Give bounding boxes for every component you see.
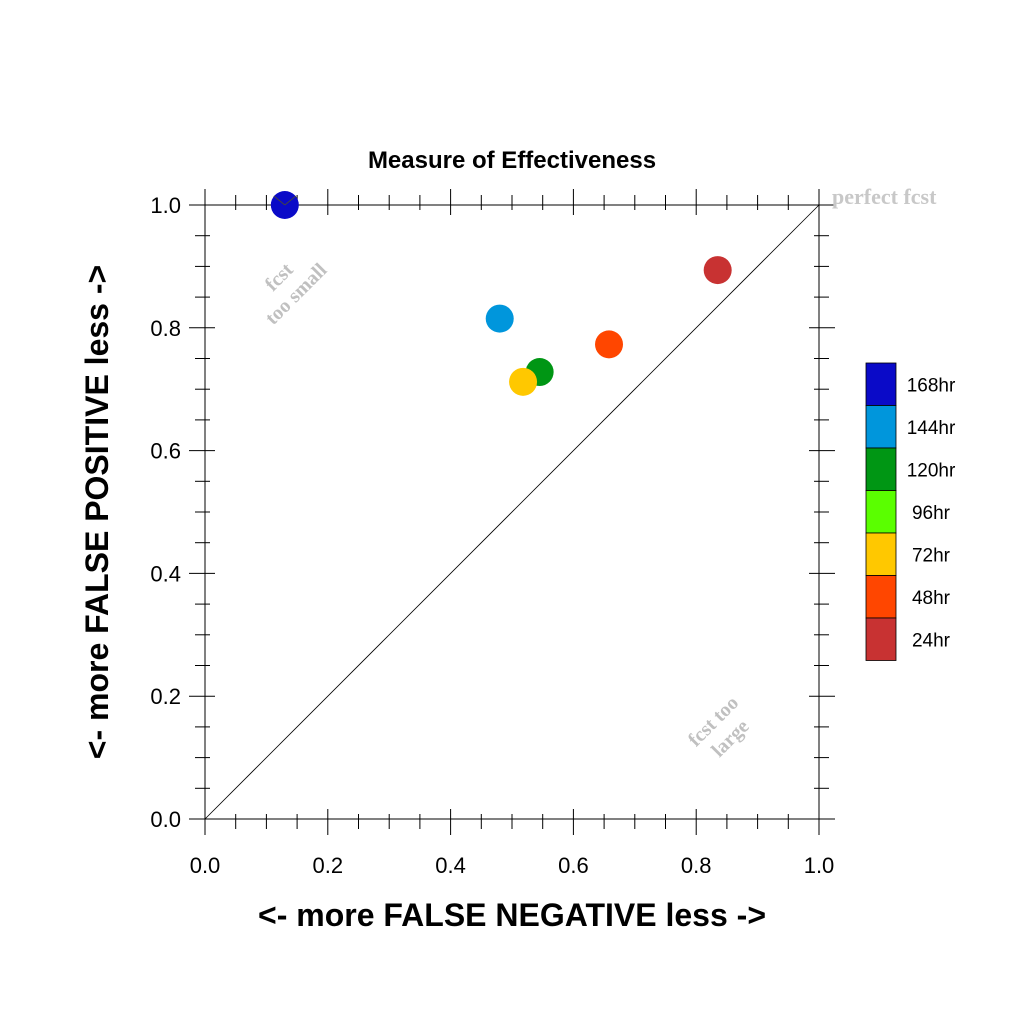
legend-swatch-168hr <box>865 362 897 406</box>
x-tick-label: 0.4 <box>435 853 466 878</box>
legend-swatch-120hr <box>865 447 897 491</box>
diagonal-reference-line <box>204 204 820 820</box>
data-points <box>270 191 732 396</box>
y-tick-label: 0.0 <box>150 807 181 832</box>
data-point-72hr <box>509 367 538 396</box>
legend-label-72hr: 72hr <box>912 545 951 566</box>
legend-label-96hr: 96hr <box>912 503 951 524</box>
data-point-24hr <box>703 256 732 285</box>
legend-label-144hr: 144hr <box>907 418 956 439</box>
data-point-144hr <box>485 304 514 333</box>
x-tick-label: 0.8 <box>681 853 712 878</box>
chart-title: Measure of Effectiveness <box>368 147 656 174</box>
legend-label-24hr: 24hr <box>912 630 951 651</box>
x-axis-label: <- more FALSE NEGATIVE less -> <box>258 897 766 933</box>
y-tick-label: 0.4 <box>150 561 181 586</box>
data-point-marker <box>273 195 286 206</box>
x-tick-labels: 0.0 0.2 0.4 0.6 0.8 1.0 <box>190 853 835 878</box>
y-tick-label: 0.6 <box>150 439 181 464</box>
legend-label-48hr: 48hr <box>912 588 951 609</box>
legend-label-168hr: 168hr <box>907 375 956 396</box>
annotation-too-small: fcst too small <box>261 259 332 330</box>
x-tick-label: 0.2 <box>313 853 344 878</box>
y-tick-label: 1.0 <box>150 193 181 218</box>
y-tick-label: 0.2 <box>150 684 181 709</box>
y-tick-labels: 0.0 0.2 0.4 0.6 0.8 1.0 <box>150 193 181 832</box>
annotation-perfect-fcst: perfect fcst <box>832 184 937 209</box>
data-point-48hr <box>595 330 624 359</box>
y-tick-label: 0.8 <box>150 316 181 341</box>
legend-label-120hr: 120hr <box>907 460 956 481</box>
x-tick-label: 0.6 <box>558 853 589 878</box>
axis-ticks <box>189 189 835 835</box>
legend-swatch-72hr <box>865 532 897 576</box>
legend-swatch-96hr <box>865 490 897 534</box>
legend-swatch-144hr <box>865 405 897 449</box>
y-axis-label: <- more FALSE POSITIVE less -> <box>79 265 115 759</box>
legend: 168hr 144hr 120hr 96hr 72hr 48hr 24hr <box>865 362 956 661</box>
legend-swatch-48hr <box>865 575 897 619</box>
data-point-marker <box>284 195 297 206</box>
x-tick-label: 1.0 <box>804 853 835 878</box>
x-tick-label: 0.0 <box>190 853 221 878</box>
legend-swatch-24hr <box>865 617 897 661</box>
annotation-too-large: fcst too large <box>684 692 754 762</box>
